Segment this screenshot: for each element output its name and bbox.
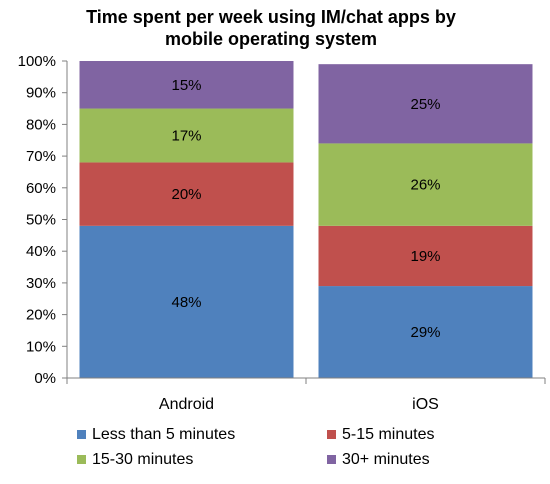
x-axis: Android iOS xyxy=(66,377,546,413)
legend-swatch-less-than-5-minutes xyxy=(77,430,86,439)
data-label-ios-less-than-5-minutes: 29% xyxy=(410,324,440,341)
data-label-ios-30-minutes: 25% xyxy=(410,96,440,113)
legend-label-30-minutes: 30+ minutes xyxy=(342,451,430,468)
legend-label-15-30-minutes: 15-30 minutes xyxy=(92,451,193,468)
bar-android-5-15-minutes xyxy=(79,162,294,226)
data-label-android-5-15-minutes: 20% xyxy=(171,186,201,203)
bar-ios-less-than-5-minutes xyxy=(318,286,533,378)
data-label-ios-15-30-minutes: 26% xyxy=(410,177,440,194)
data-label-ios-5-15-minutes: 19% xyxy=(410,248,440,265)
bar-android-less-than-5-minutes xyxy=(79,225,294,378)
legend-swatch-30-minutes xyxy=(327,455,336,464)
chart-title-line-1: Time spent per week using IM/chat apps b… xyxy=(86,7,456,27)
data-label-android-less-than-5-minutes: 48% xyxy=(171,294,201,311)
bar-android-30-minutes xyxy=(79,61,294,109)
y-tick-label: 0% xyxy=(34,370,56,387)
legend-item-less-than-5-minutes: Less than 5 minutes xyxy=(77,426,235,443)
legend-swatch-5-15-minutes xyxy=(327,430,336,439)
x-category-label-android: Android xyxy=(159,396,214,413)
y-axis: 0% 10% 20% 30% 40% 50% 60% 70% 80% 90% 100% xyxy=(18,53,68,387)
chart-title-line-2: mobile operating system xyxy=(165,29,377,49)
data-label-android-15-30-minutes: 17% xyxy=(171,127,201,144)
legend-item-5-15-minutes: 5-15 minutes xyxy=(327,426,435,443)
bar-ios-5-15-minutes xyxy=(318,225,533,287)
y-tick-label: 90% xyxy=(26,85,56,102)
y-tick-label: 70% xyxy=(26,148,56,165)
y-tick-label: 100% xyxy=(18,53,56,70)
y-tick-label: 50% xyxy=(26,212,56,229)
bar-ios-30-minutes xyxy=(318,64,533,144)
legend-item-15-30-minutes: 15-30 minutes xyxy=(77,451,193,468)
legend-label-5-15-minutes: 5-15 minutes xyxy=(342,426,435,443)
y-tick-label: 20% xyxy=(26,307,56,324)
y-tick-label: 40% xyxy=(26,243,56,260)
y-tick-label: 30% xyxy=(26,275,56,292)
legend: Less than 5 minutes 5-15 minutes 15-30 min… xyxy=(77,426,435,468)
y-tick-label: 80% xyxy=(26,116,56,133)
legend-label-less-than-5-minutes: Less than 5 minutes xyxy=(92,426,235,443)
y-tick-label: 10% xyxy=(26,338,56,355)
legend-swatch-15-30-minutes xyxy=(77,455,86,464)
chart-title: Time spent per week using IM/chat apps b… xyxy=(86,7,456,49)
x-category-label-ios: iOS xyxy=(412,396,439,413)
plot-area: 48% 20% 17% 15% 29% 19% 26% 25% xyxy=(79,61,533,378)
bar-ios-15-30-minutes xyxy=(318,143,533,226)
data-label-android-30-minutes: 15% xyxy=(171,77,201,94)
y-tick-label: 60% xyxy=(26,180,56,197)
legend-item-30-minutes: 30+ minutes xyxy=(327,451,430,468)
bar-android-15-30-minutes xyxy=(79,108,294,163)
